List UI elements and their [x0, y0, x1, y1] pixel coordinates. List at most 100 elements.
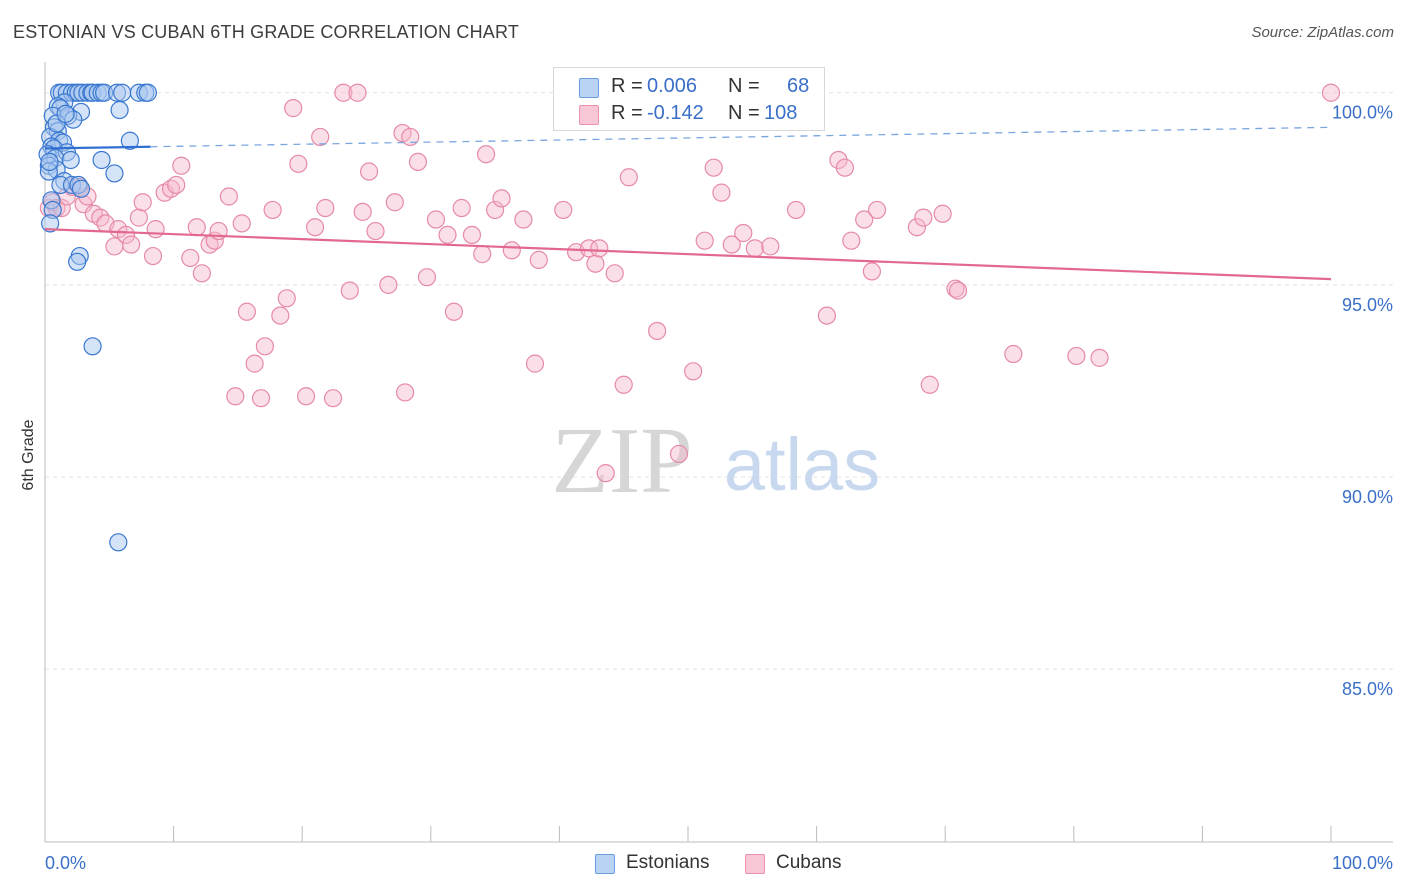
cuban-point — [255, 337, 275, 356]
cuban-point — [385, 193, 404, 212]
estonian-points — [38, 83, 157, 552]
axis-labels: 85.0% 90.0% 95.0% 100.0% 0.0% 100.0% — [45, 103, 1393, 873]
trend-lines — [44, 126, 1332, 281]
estonian-point — [61, 150, 80, 170]
cuban-point — [614, 375, 633, 394]
estonian-point — [68, 252, 87, 271]
cuban-point — [1004, 344, 1023, 364]
cuban-point — [704, 158, 723, 177]
cuban-point — [514, 210, 533, 229]
y-tick-label: 90.0% — [1342, 487, 1393, 507]
cuban-point — [842, 231, 861, 250]
cuban-trend-line — [44, 228, 1332, 281]
cuban-point — [263, 200, 282, 220]
cuban-point — [590, 239, 609, 258]
watermark-zip: ZIP — [552, 409, 693, 513]
cuban-point — [1090, 348, 1109, 367]
estonian-n-label: N = — [728, 75, 760, 97]
cuban-point — [340, 281, 359, 300]
cuban-point — [920, 375, 939, 394]
cuban-point — [284, 99, 303, 118]
cuban-point — [237, 302, 257, 321]
estonian-point — [83, 337, 102, 356]
cuban-point — [379, 275, 398, 294]
cuban-point — [91, 208, 110, 227]
cubans-legend-label: Cubans — [776, 852, 842, 873]
cuban-point — [462, 225, 482, 245]
cuban-point — [619, 168, 638, 187]
estonian-point — [41, 214, 60, 233]
y-tick-label: 85.0% — [1342, 679, 1393, 699]
estonian-r-value: 0.006 — [647, 75, 698, 97]
axes — [44, 62, 1393, 843]
cuban-point — [192, 264, 211, 283]
cuban-point — [172, 156, 191, 175]
cuban-point — [529, 250, 548, 269]
cuban-point — [232, 214, 251, 233]
cuban-point — [669, 444, 689, 464]
legend-row-cubans: R = -0.142 N = 108 — [554, 100, 824, 128]
cuban-point — [129, 208, 148, 227]
estonian-point — [110, 100, 129, 120]
cuban-point — [334, 83, 353, 102]
cuban-point — [486, 200, 505, 220]
cuban-swatch — [579, 105, 599, 125]
cuban-point — [426, 210, 446, 229]
cuban-point — [862, 262, 881, 281]
cuban-point — [596, 464, 615, 483]
cuban-point — [444, 302, 464, 321]
source-label: Source: ZipAtlas.com — [1251, 24, 1394, 41]
estonian-n-value: 68 — [787, 75, 810, 97]
cuban-point — [277, 289, 296, 308]
cuban-point — [181, 248, 200, 268]
estonian-trend-extension — [150, 126, 1332, 148]
estonian-point — [109, 533, 128, 552]
x-tick-label-min: 0.0% — [45, 853, 86, 873]
cuban-point — [133, 193, 152, 212]
cuban-point — [146, 220, 165, 239]
cuban-point — [348, 83, 367, 102]
cuban-point — [946, 279, 965, 298]
cuban-point — [353, 202, 372, 221]
cuban-point — [408, 152, 428, 172]
cuban-point — [579, 239, 599, 258]
y-tick-label: 100.0% — [1332, 103, 1393, 123]
cuban-point — [219, 187, 238, 206]
cubans-legend-swatch — [745, 854, 765, 874]
cuban-point — [167, 175, 186, 195]
cuban-point — [359, 162, 379, 181]
cuban-point — [586, 254, 605, 273]
cuban-point — [554, 200, 573, 220]
cuban-point — [492, 189, 511, 208]
cuban-point — [722, 235, 741, 254]
cuban-point — [417, 268, 437, 287]
cuban-point — [187, 218, 206, 237]
cuban-point — [684, 362, 703, 381]
correlation-legend: R = 0.006 N = 68 R = -0.142 N = 108 — [553, 67, 825, 131]
cuban-point — [323, 389, 343, 408]
cuban-point — [867, 200, 887, 220]
cuban-point — [712, 183, 731, 202]
cuban-point — [855, 210, 874, 229]
cuban-point — [695, 231, 714, 250]
cuban-point — [817, 306, 836, 325]
chart-title: ESTONIAN VS CUBAN 6TH GRADE CORRELATION … — [13, 22, 520, 42]
cuban-r-value: -0.142 — [647, 102, 704, 124]
estonian-point — [92, 150, 111, 170]
estonians-legend-swatch — [595, 854, 615, 874]
cuban-point — [271, 306, 290, 325]
cuban-point — [648, 321, 667, 341]
cuban-point — [438, 225, 457, 245]
estonian-point — [113, 83, 132, 102]
cuban-point — [245, 354, 264, 373]
estonian-trend-line — [44, 145, 151, 150]
cuban-point — [296, 387, 316, 406]
cuban-point — [1067, 346, 1086, 366]
cuban-point — [745, 239, 764, 258]
cuban-point — [143, 246, 163, 266]
cuban-point — [452, 198, 471, 218]
cuban-n-value: 108 — [764, 102, 798, 124]
cuban-n-label: N = — [728, 102, 760, 124]
estonian-point — [138, 83, 157, 102]
estonian-r-label: R = — [611, 75, 643, 97]
